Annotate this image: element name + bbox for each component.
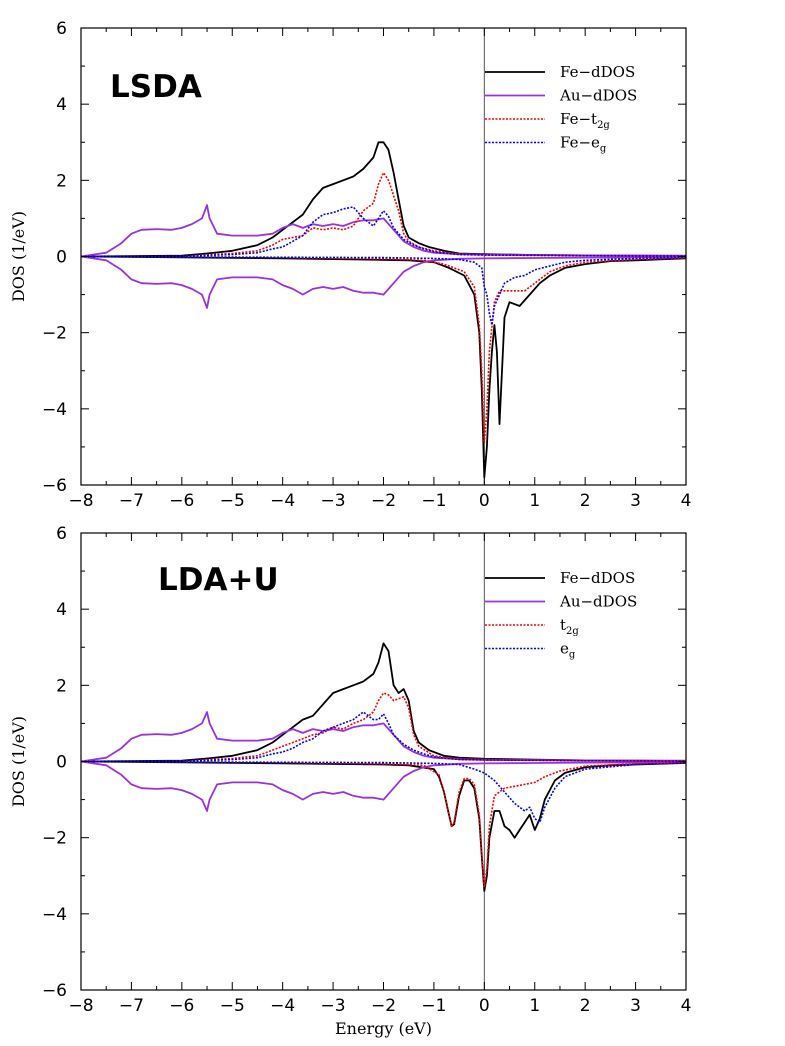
y-tick-label: 0	[56, 753, 67, 773]
x-tick-label: −2	[371, 491, 396, 511]
x-tick-label: 3	[630, 491, 641, 511]
series-line-2-down	[80, 760, 687, 812]
y-tick-label: −2	[42, 324, 67, 344]
series-line-2-up	[80, 711, 687, 763]
y-tick-label: −4	[42, 905, 67, 925]
legend-label-4: eg	[560, 640, 576, 661]
x-axis-label: Energy (eV)	[335, 1019, 432, 1038]
dos-panel-1: −8 −7 −6 −5 −4 −3 −2 −1 0 1 2 3 4 −6 −4 −2 0 2 4 6 DOS (1/eV…	[9, 19, 691, 511]
x-tick-label: −7	[119, 491, 144, 511]
series-line-1-down	[80, 760, 687, 892]
series-line-2-down	[80, 255, 687, 309]
legend-label-2: Au−dDOS	[559, 593, 637, 611]
panel-title: LSDA	[110, 69, 202, 105]
series-line-4-up	[80, 206, 687, 258]
series-line-3-up	[80, 171, 687, 258]
x-tick-label: −8	[68, 996, 93, 1016]
series-line-1-up	[80, 642, 687, 763]
y-tick-label: −4	[42, 400, 67, 420]
y-tick-label: 4	[56, 600, 67, 620]
x-tick-label: 4	[681, 491, 692, 511]
x-tick-label: −4	[270, 996, 295, 1016]
panel-title: LDA+U	[158, 562, 279, 598]
series-line-4-down	[80, 760, 687, 824]
x-tick-label: −6	[169, 996, 194, 1016]
x-tick-label: −3	[321, 491, 346, 511]
y-axis-label: DOS (1/eV)	[9, 211, 28, 302]
series-line-3-up	[80, 692, 687, 763]
x-tick-label: 1	[529, 491, 540, 511]
series-line-3-down	[80, 760, 687, 889]
x-tick-label: 0	[479, 491, 490, 511]
y-tick-label: 4	[56, 95, 67, 115]
y-tick-label: −6	[42, 476, 67, 496]
x-tick-label: −7	[119, 996, 144, 1016]
x-tick-label: −8	[68, 491, 93, 511]
y-tick-label: −2	[42, 829, 67, 849]
y-tick-label: 2	[56, 676, 67, 696]
x-tick-label: 1	[529, 996, 540, 1016]
x-tick-label: −4	[270, 491, 295, 511]
y-tick-label: 6	[56, 524, 67, 544]
x-tick-label: −1	[421, 491, 446, 511]
legend-label-1: Fe−dDOS	[560, 569, 635, 587]
y-tick-label: 0	[56, 248, 67, 268]
dos-panel-2: −8 −7 −6 −5 −4 −3 −2 −1 0 1 2 3 4 −6 −4 −2 0 2 4 6 DOS (1/eV…	[9, 524, 691, 1038]
series-line-3-down	[80, 255, 687, 444]
series-line-2-up	[80, 204, 687, 258]
y-tick-label: 6	[56, 19, 67, 39]
series-line-1-down	[80, 255, 687, 479]
y-tick-label: 2	[56, 171, 67, 191]
x-tick-label: −2	[371, 996, 396, 1016]
x-tick-label: 3	[630, 996, 641, 1016]
x-tick-label: 0	[479, 996, 490, 1016]
series-line-1-up	[80, 141, 687, 258]
legend-label-3: t2g	[560, 616, 579, 637]
series-line-4-up	[80, 711, 687, 763]
x-tick-label: 2	[580, 996, 591, 1016]
series-line-4-down	[80, 255, 687, 326]
y-axis-label: DOS (1/eV)	[9, 716, 28, 807]
x-tick-label: −6	[169, 491, 194, 511]
legend-label-1: Fe−dDOS	[560, 63, 635, 81]
x-tick-label: 2	[580, 491, 591, 511]
x-tick-label: −5	[220, 996, 245, 1016]
legend-label-4: Fe−eg	[560, 134, 607, 155]
y-tick-label: −6	[42, 981, 67, 1001]
legend: Fe−dDOS Au−dDOS t2g eg	[485, 569, 637, 661]
x-tick-label: 4	[681, 996, 692, 1016]
x-tick-label: −1	[421, 996, 446, 1016]
legend: Fe−dDOS Au−dDOS Fe−t2g Fe−eg	[485, 63, 637, 155]
x-tick-label: −5	[220, 491, 245, 511]
legend-label-3: Fe−t2g	[560, 110, 610, 131]
x-tick-label: −3	[321, 996, 346, 1016]
legend-label-2: Au−dDOS	[559, 87, 637, 105]
